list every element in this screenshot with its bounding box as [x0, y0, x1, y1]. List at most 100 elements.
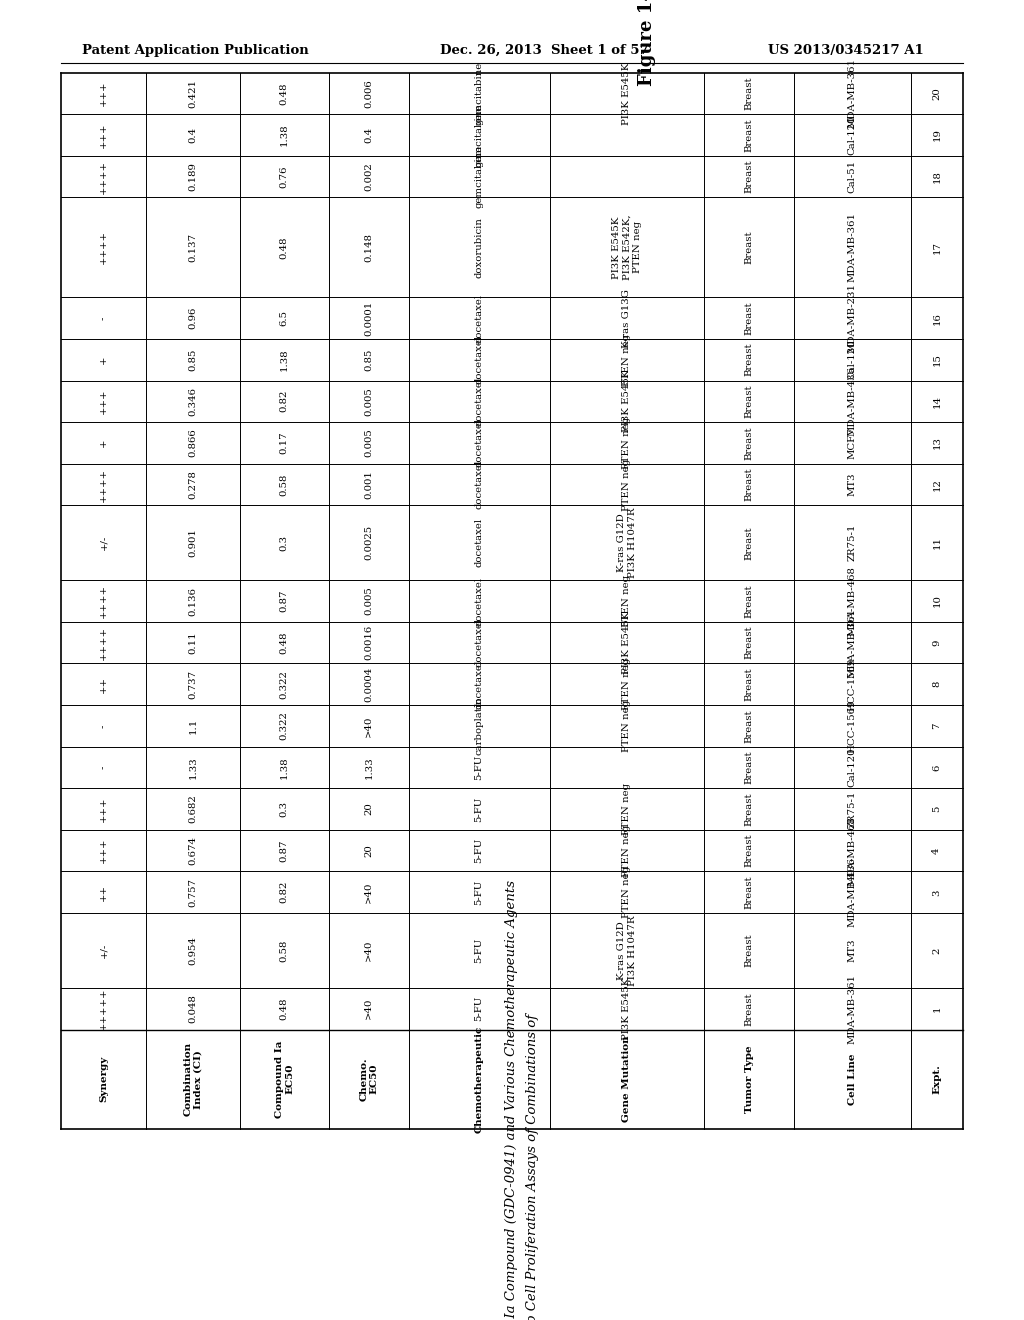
Text: 0.87: 0.87: [280, 840, 289, 862]
Text: Breast: Breast: [744, 231, 754, 264]
Text: 0.002: 0.002: [365, 162, 374, 191]
Text: gemcitabine: gemcitabine: [475, 62, 483, 125]
Text: PTEN neg: PTEN neg: [623, 700, 632, 752]
Text: 0.682: 0.682: [188, 795, 198, 824]
Text: ++: ++: [99, 676, 109, 693]
Text: Chemo.
EC50: Chemo. EC50: [359, 1057, 379, 1101]
Text: 15: 15: [932, 354, 941, 366]
Text: 0.11: 0.11: [188, 631, 198, 653]
Text: +++: +++: [99, 81, 109, 106]
Text: 0.3: 0.3: [280, 801, 289, 817]
Text: 0.82: 0.82: [280, 882, 289, 903]
Text: Cal-120: Cal-120: [848, 115, 857, 154]
Text: 0.76: 0.76: [280, 165, 289, 187]
Text: docetaxel: docetaxel: [475, 618, 483, 667]
Text: 14: 14: [932, 395, 941, 408]
Text: 0.322: 0.322: [280, 669, 289, 698]
Text: docetaxel: docetaxel: [475, 335, 483, 384]
Text: ZR75-1: ZR75-1: [848, 791, 857, 828]
Text: 0.005: 0.005: [365, 387, 374, 416]
Text: 6.5: 6.5: [280, 310, 289, 326]
Text: 1.1: 1.1: [188, 718, 198, 734]
Text: MDA-MB-361: MDA-MB-361: [848, 58, 857, 128]
Text: 6: 6: [932, 764, 941, 771]
Text: 0.346: 0.346: [188, 387, 198, 416]
Text: 19: 19: [932, 128, 941, 141]
Text: Breast: Breast: [744, 160, 754, 193]
Text: 0.0004: 0.0004: [365, 667, 374, 702]
Text: +: +: [99, 355, 109, 364]
Text: gemcitabine: gemcitabine: [475, 145, 483, 209]
Text: >40: >40: [365, 882, 374, 903]
Text: Cal-51: Cal-51: [848, 160, 857, 193]
Text: 0.757: 0.757: [188, 878, 198, 907]
Text: 0.866: 0.866: [188, 429, 198, 457]
Text: 0.954: 0.954: [188, 936, 198, 965]
Text: 0.82: 0.82: [280, 391, 289, 412]
Text: 0.421: 0.421: [188, 79, 198, 108]
Text: Breast: Breast: [744, 626, 754, 660]
Text: MDA-MB-361: MDA-MB-361: [848, 213, 857, 282]
Text: +: +: [99, 438, 109, 447]
Text: PI3K E545K
PI3K E542K,
PTEN neg: PI3K E545K PI3K E542K, PTEN neg: [612, 215, 642, 280]
Text: docetaxel: docetaxel: [475, 461, 483, 510]
Text: 0.737: 0.737: [188, 669, 198, 698]
Text: Breast: Breast: [744, 343, 754, 376]
Text: PI3K E545K: PI3K E545K: [623, 611, 632, 673]
Text: PTEN neg: PTEN neg: [623, 783, 632, 836]
Text: 3: 3: [932, 890, 941, 895]
Text: Expt.: Expt.: [932, 1064, 941, 1094]
Text: Breast: Breast: [744, 119, 754, 152]
Text: ZR75-1: ZR75-1: [848, 524, 857, 561]
Text: 7: 7: [932, 722, 941, 729]
Text: ++: ++: [99, 884, 109, 900]
Text: K-ras G12D
PI3K H1047R: K-ras G12D PI3K H1047R: [617, 915, 637, 986]
Text: gemcitabine: gemcitabine: [475, 103, 483, 166]
Text: 20: 20: [932, 87, 941, 100]
Text: 0.58: 0.58: [280, 474, 289, 496]
Text: 17: 17: [932, 240, 941, 253]
Text: MDA-MB-436: MDA-MB-436: [848, 367, 857, 437]
Text: K-ras G12D
PI3K H1047R: K-ras G12D PI3K H1047R: [617, 507, 637, 578]
Text: docetaxel: docetaxel: [475, 418, 483, 467]
Text: 0.96: 0.96: [188, 308, 198, 329]
Text: Breast: Breast: [744, 709, 754, 743]
Text: HCC-1569: HCC-1569: [848, 700, 857, 752]
Text: Tumor Type: Tumor Type: [744, 1045, 754, 1113]
Text: Breast: Breast: [744, 751, 754, 784]
Text: 0.48: 0.48: [280, 998, 289, 1020]
Text: 0.4: 0.4: [365, 127, 374, 143]
Text: Patent Application Publication: Patent Application Publication: [82, 44, 308, 57]
Text: 20: 20: [365, 845, 374, 857]
Text: 8: 8: [932, 681, 941, 688]
Text: 0.58: 0.58: [280, 940, 289, 962]
Text: PTEN neg: PTEN neg: [623, 825, 632, 876]
Text: K-ras G13G: K-ras G13G: [623, 289, 632, 347]
Text: MDA-MB-436: MDA-MB-436: [848, 857, 857, 927]
Text: Cal-120: Cal-120: [848, 747, 857, 787]
Text: 0.0025: 0.0025: [365, 525, 374, 561]
Text: MCF7: MCF7: [848, 428, 857, 459]
Text: +++: +++: [99, 838, 109, 863]
Text: 0.0016: 0.0016: [365, 624, 374, 660]
Text: ++++: ++++: [99, 467, 109, 502]
Text: 16: 16: [932, 312, 941, 325]
Text: Breast: Breast: [744, 585, 754, 618]
Text: 0.0001: 0.0001: [365, 301, 374, 335]
Text: 1.33: 1.33: [365, 756, 374, 779]
Text: MDA-MB-361: MDA-MB-361: [848, 607, 857, 677]
Text: 0.48: 0.48: [280, 236, 289, 259]
Text: -: -: [99, 766, 109, 770]
Text: Formula Ia Compound (GDC-0941) and Various Chemotherapeutic Agents: Formula Ia Compound (GDC-0941) and Vario…: [506, 880, 518, 1320]
Text: US 2013/0345217 A1: US 2013/0345217 A1: [768, 44, 924, 57]
Text: 0.85: 0.85: [365, 348, 374, 371]
Text: Breast: Breast: [744, 77, 754, 110]
Text: 0.136: 0.136: [188, 586, 198, 615]
Text: 0.148: 0.148: [365, 232, 374, 261]
Text: Breast: Breast: [744, 834, 754, 867]
Text: MDA-MB-468: MDA-MB-468: [848, 816, 857, 886]
Text: docetaxel: docetaxel: [475, 660, 483, 709]
Text: 0.85: 0.85: [188, 348, 198, 371]
Text: Breast: Breast: [744, 384, 754, 418]
Text: +++: +++: [99, 388, 109, 414]
